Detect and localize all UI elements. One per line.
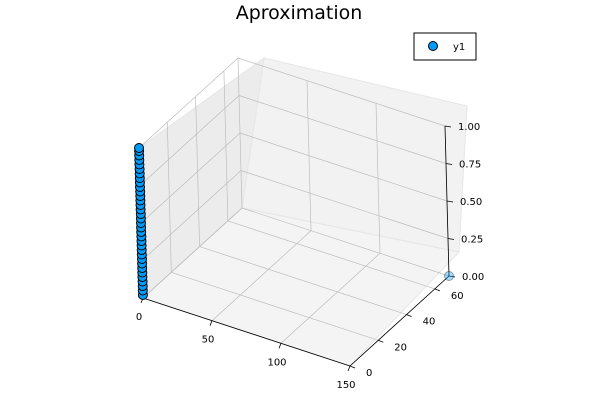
z-tick-label: 0.00 xyxy=(462,272,484,283)
y-axis-line xyxy=(349,275,450,367)
legend-label-y1: y1 xyxy=(453,42,465,53)
z-tick-mark xyxy=(446,200,454,203)
z-tick-mark xyxy=(444,125,452,128)
axes-3d: 0 50 100 150 0 20 40 60 0.00 0.25 0.50 0.75 1.00 xyxy=(136,56,484,391)
z-tick-mark xyxy=(445,163,453,165)
data-point-y1 xyxy=(134,143,144,153)
y-tick-mark xyxy=(434,288,441,292)
gridline-y-floor xyxy=(171,271,379,341)
legend: y1 xyxy=(413,32,477,61)
y-axis-ticks: 0 20 40 60 xyxy=(349,288,464,379)
legend-marker-y1 xyxy=(428,41,438,51)
y-tick-label: 20 xyxy=(394,342,407,353)
gridline-z-back xyxy=(238,95,447,164)
x-axis-line xyxy=(142,297,351,367)
y-tick-label: 40 xyxy=(423,317,436,328)
z-tick-label: 1.00 xyxy=(458,122,480,133)
x-tick-mark xyxy=(278,343,282,349)
gridline-z-back xyxy=(241,207,450,277)
gridline-y-floor xyxy=(227,220,436,290)
z-tick-label: 0.25 xyxy=(461,235,483,246)
x-tick-label: 50 xyxy=(202,335,215,346)
y-tick-label: 60 xyxy=(451,291,464,302)
gridline-z-back xyxy=(237,57,446,127)
gridline-x-floor xyxy=(280,253,381,344)
gridline-z-side xyxy=(140,132,241,224)
data-points xyxy=(134,143,454,300)
gridline-z-side xyxy=(142,207,243,299)
gridline-x-floor xyxy=(211,230,312,321)
gridline-y-floor xyxy=(199,246,407,315)
x-tick-mark xyxy=(209,320,213,326)
z-tick-label: 0.75 xyxy=(459,160,481,171)
y-tick-mark xyxy=(406,314,412,317)
gridline-z-back xyxy=(240,170,449,239)
x-axis-ticks: 0 50 100 150 xyxy=(136,297,356,391)
y-tick-mark xyxy=(378,339,384,343)
legend-box xyxy=(413,32,477,61)
x-tick-label: 0 xyxy=(136,312,142,323)
gridline-z-side xyxy=(139,95,240,186)
gridline-z-side xyxy=(141,170,242,261)
chart-title: Aproximation xyxy=(236,2,363,24)
z-tick-mark xyxy=(448,275,456,278)
x-tick-mark xyxy=(347,365,351,372)
z-tick-mark xyxy=(447,238,455,240)
gridline-z-back xyxy=(239,132,448,202)
data-point-y1 xyxy=(444,271,454,281)
z-axis-ticks: 0.00 0.25 0.50 0.75 1.00 xyxy=(444,122,484,283)
x-tick-label: 150 xyxy=(336,380,355,391)
z-tick-label: 0.50 xyxy=(460,197,482,208)
y-tick-mark xyxy=(349,365,356,369)
x-tick-label: 100 xyxy=(267,357,286,368)
gridline-z-side xyxy=(138,57,239,149)
y-tick-label: 0 xyxy=(366,368,372,379)
